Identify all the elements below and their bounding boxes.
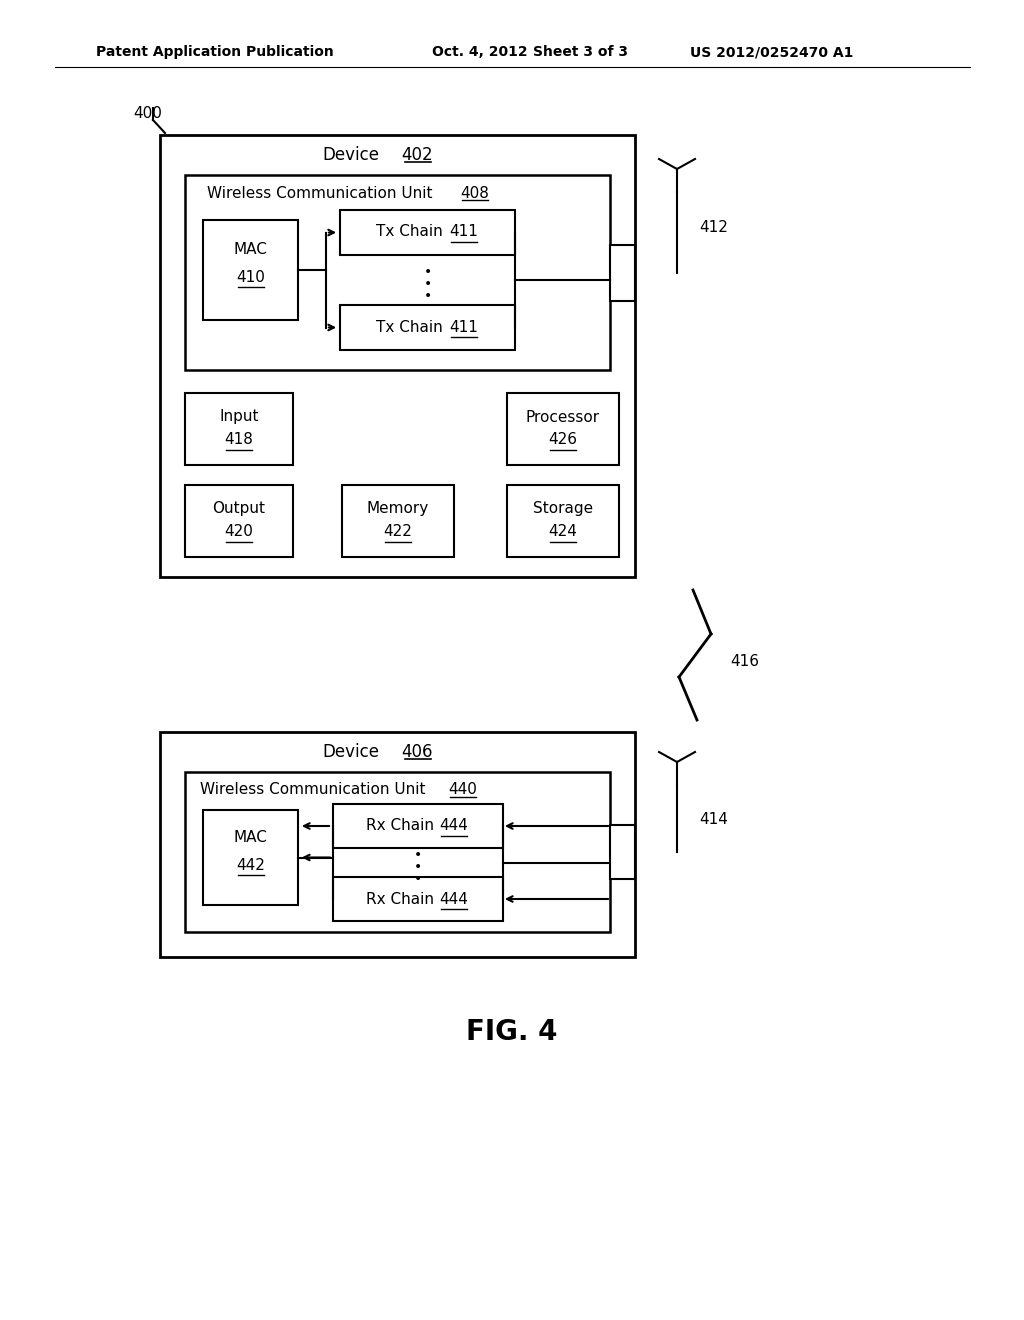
Bar xyxy=(185,484,293,557)
Text: Oct. 4, 2012: Oct. 4, 2012 xyxy=(432,45,527,59)
Bar xyxy=(185,393,293,465)
Text: MAC: MAC xyxy=(233,830,267,846)
Bar xyxy=(333,804,503,847)
Text: •: • xyxy=(414,871,422,886)
Text: Storage: Storage xyxy=(532,502,593,516)
Text: Rx Chain: Rx Chain xyxy=(366,818,434,833)
Text: Wireless Communication Unit: Wireless Communication Unit xyxy=(207,186,433,201)
Text: 444: 444 xyxy=(439,818,468,833)
Text: Patent Application Publication: Patent Application Publication xyxy=(96,45,334,59)
Bar xyxy=(185,772,610,932)
Text: MAC: MAC xyxy=(233,243,267,257)
Bar xyxy=(507,484,618,557)
Text: 424: 424 xyxy=(549,524,578,540)
Text: 402: 402 xyxy=(401,147,433,164)
Text: 414: 414 xyxy=(699,813,728,828)
Text: •: • xyxy=(423,277,432,290)
Text: Tx Chain: Tx Chain xyxy=(376,319,442,334)
Text: 411: 411 xyxy=(450,319,478,334)
Text: Sheet 3 of 3: Sheet 3 of 3 xyxy=(534,45,628,59)
Text: FIG. 4: FIG. 4 xyxy=(466,1018,558,1045)
Text: 400: 400 xyxy=(133,106,162,120)
Text: 420: 420 xyxy=(224,524,253,540)
Text: Tx Chain: Tx Chain xyxy=(376,224,442,239)
Bar xyxy=(340,210,515,255)
Text: 406: 406 xyxy=(401,743,433,762)
Text: 422: 422 xyxy=(383,524,412,540)
Text: 440: 440 xyxy=(449,783,477,797)
Text: 416: 416 xyxy=(730,655,759,669)
Text: Device: Device xyxy=(323,147,380,164)
Bar xyxy=(507,393,618,465)
Text: Input: Input xyxy=(219,409,259,425)
Bar xyxy=(185,176,610,370)
Bar xyxy=(203,220,298,319)
Bar xyxy=(160,135,635,577)
Text: US 2012/0252470 A1: US 2012/0252470 A1 xyxy=(690,45,853,59)
Text: Memory: Memory xyxy=(367,502,429,516)
Bar xyxy=(610,825,635,879)
Text: 426: 426 xyxy=(549,433,578,447)
Bar xyxy=(340,305,515,350)
Text: Rx Chain: Rx Chain xyxy=(366,891,434,907)
Bar xyxy=(610,244,635,301)
Text: •: • xyxy=(414,859,422,874)
Text: 442: 442 xyxy=(237,858,265,873)
Bar xyxy=(333,876,503,921)
Text: 444: 444 xyxy=(439,891,468,907)
Text: •: • xyxy=(423,289,432,304)
Text: 412: 412 xyxy=(699,219,728,235)
Text: Processor: Processor xyxy=(526,409,600,425)
Text: Output: Output xyxy=(213,502,265,516)
Text: 408: 408 xyxy=(461,186,489,201)
Bar xyxy=(203,810,298,906)
Bar xyxy=(160,733,635,957)
Text: •: • xyxy=(423,265,432,279)
Text: 410: 410 xyxy=(237,269,265,285)
Text: 411: 411 xyxy=(450,224,478,239)
Text: 418: 418 xyxy=(224,433,253,447)
Text: Device: Device xyxy=(323,743,380,762)
Bar xyxy=(341,484,454,557)
Text: Wireless Communication Unit: Wireless Communication Unit xyxy=(201,783,426,797)
Text: •: • xyxy=(414,847,422,862)
